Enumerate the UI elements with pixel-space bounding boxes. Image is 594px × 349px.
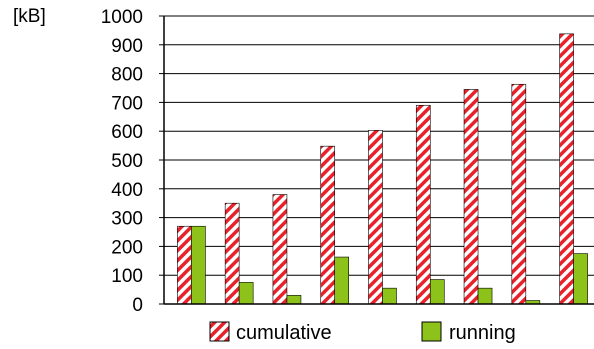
bar-cumulative-1 xyxy=(177,225,192,305)
bar-running-3 xyxy=(286,295,302,305)
bars xyxy=(177,33,588,305)
y-tick-label: 800 xyxy=(111,65,143,86)
bar-cumulative-3 xyxy=(272,194,288,305)
bar-cumulative-4 xyxy=(320,145,336,305)
y-tick-label: 1000 xyxy=(101,7,143,28)
legend-label-cumulative: cumulative xyxy=(236,322,332,344)
bar-cumulative-6 xyxy=(415,104,431,305)
bar-cumulative-7 xyxy=(463,89,479,305)
legend-label-running: running xyxy=(449,322,516,344)
legend-swatch-running xyxy=(421,321,442,342)
y-tick-label: 400 xyxy=(111,180,143,201)
y-tick-label: 300 xyxy=(111,209,143,230)
y-tick-label: 600 xyxy=(111,122,143,143)
bar-running-6 xyxy=(429,279,445,305)
legend-swatch-cumulative xyxy=(209,321,230,342)
bar-running-5 xyxy=(382,287,397,305)
unit-label: [kB] xyxy=(13,6,46,27)
y-tick-label: 0 xyxy=(132,295,143,316)
bar-running-1 xyxy=(191,225,206,305)
bar-cumulative-9 xyxy=(559,33,574,305)
legend: cumulative running xyxy=(209,321,516,344)
bar-running-9 xyxy=(573,253,588,305)
bar-cumulative-2 xyxy=(224,202,240,305)
bar-running-7 xyxy=(477,287,493,305)
y-tick-label: 900 xyxy=(111,36,143,57)
y-tick-label: 700 xyxy=(111,93,143,114)
bar-cumulative-8 xyxy=(511,83,527,305)
bar-cumulative-5 xyxy=(368,130,383,305)
bar-running-4 xyxy=(334,256,350,305)
y-axis-ticks: 0 100 200 300 400 500 600 700 800 900 1000 xyxy=(101,7,164,316)
bar-running-2 xyxy=(238,282,254,305)
y-tick-label: 200 xyxy=(111,237,143,258)
y-tick-label: 100 xyxy=(111,266,143,287)
y-tick-label: 500 xyxy=(111,151,143,172)
